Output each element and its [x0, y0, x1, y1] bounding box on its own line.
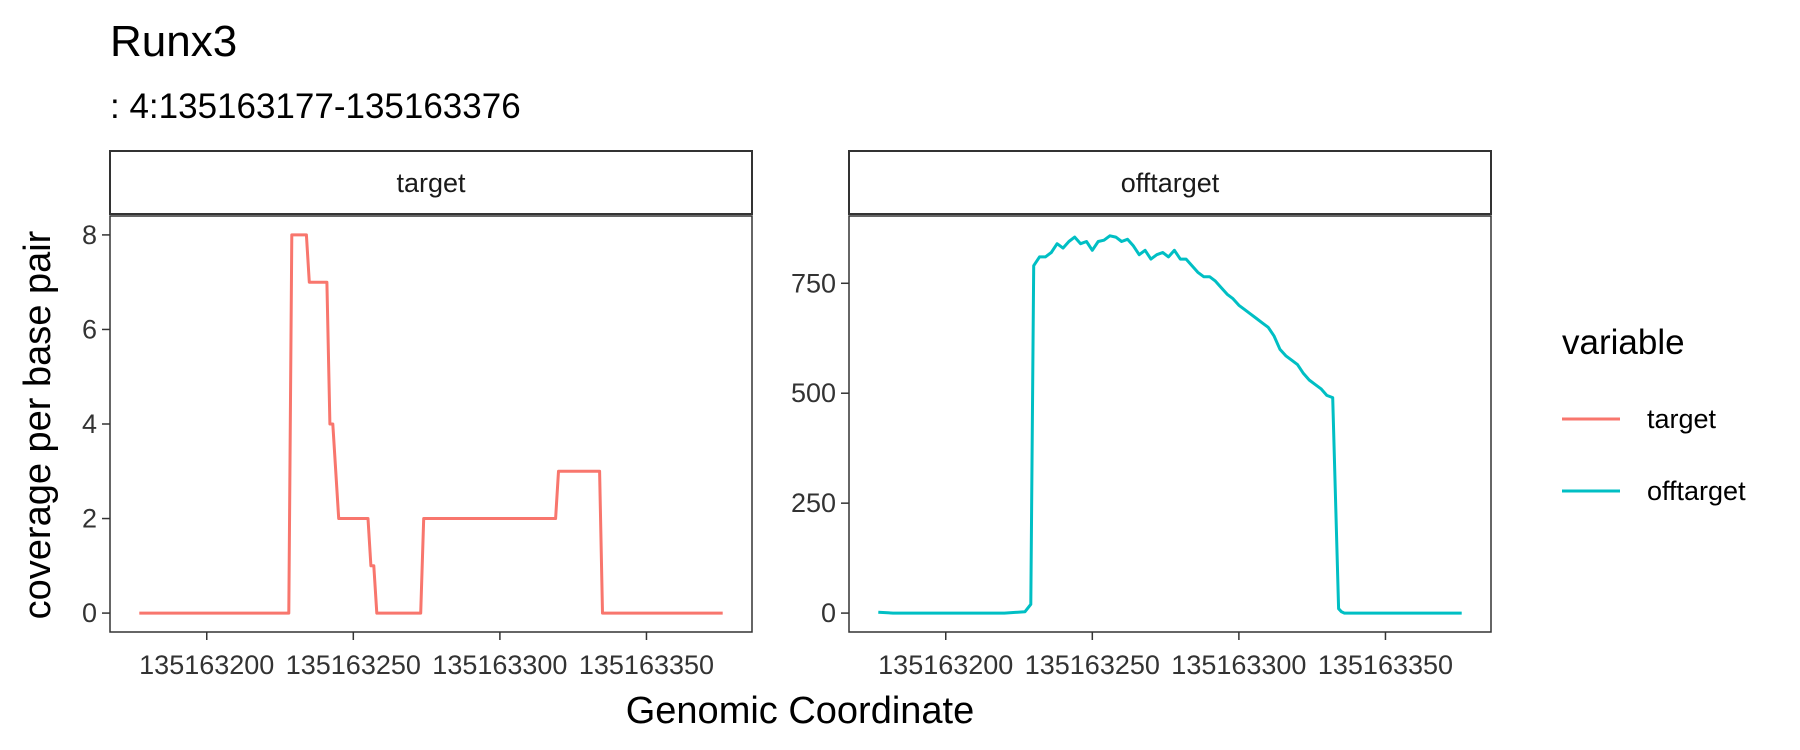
x-tick-label: 135163350	[1318, 650, 1453, 680]
y-tick-label: 500	[791, 378, 836, 408]
legend-title: variable	[1562, 323, 1685, 362]
y-tick-label: 250	[791, 488, 836, 518]
legend: variable target offtarget	[1562, 323, 1746, 506]
chart-subtitle: : 4:135163177-135163376	[110, 87, 521, 126]
panel-target: target 0 2 4 6 8 135163200 135163250 135163300 13…	[82, 150, 753, 680]
y-tick-label: 6	[82, 314, 97, 344]
y-tick-label: 4	[82, 409, 97, 439]
y-tick-label: 750	[791, 268, 836, 298]
panel-offtarget: offtarget 0 250 500 750 135163200 135163250 135…	[791, 150, 1492, 680]
facet-strip-label: offtarget	[1121, 168, 1220, 198]
y-tick-label: 2	[82, 504, 97, 534]
y-tick-label: 0	[821, 598, 836, 628]
x-tick-label: 135163300	[432, 650, 567, 680]
series-line-offtarget	[878, 234, 1462, 615]
x-tick-label: 135163250	[1025, 650, 1160, 680]
plot-panel	[848, 215, 1492, 633]
legend-label-target: target	[1647, 404, 1717, 434]
y-tick-label: 0	[82, 598, 97, 628]
x-axis-label: Genomic Coordinate	[626, 690, 975, 732]
plot-panel	[109, 215, 753, 633]
series-line-target	[139, 233, 723, 615]
facet-strip	[109, 150, 753, 215]
facet-strip	[848, 150, 1492, 215]
facet-strip-label: target	[396, 168, 466, 198]
y-axis-label: coverage per base pair	[17, 230, 59, 619]
legend-label-offtarget: offtarget	[1647, 476, 1746, 506]
x-tick-label: 135163350	[579, 650, 714, 680]
x-tick-label: 135163250	[286, 650, 421, 680]
chart-title: Runx3	[110, 17, 237, 66]
y-tick-label: 8	[82, 220, 97, 250]
x-tick-label: 135163200	[139, 650, 274, 680]
x-tick-label: 135163300	[1171, 650, 1306, 680]
x-tick-label: 135163200	[878, 650, 1013, 680]
